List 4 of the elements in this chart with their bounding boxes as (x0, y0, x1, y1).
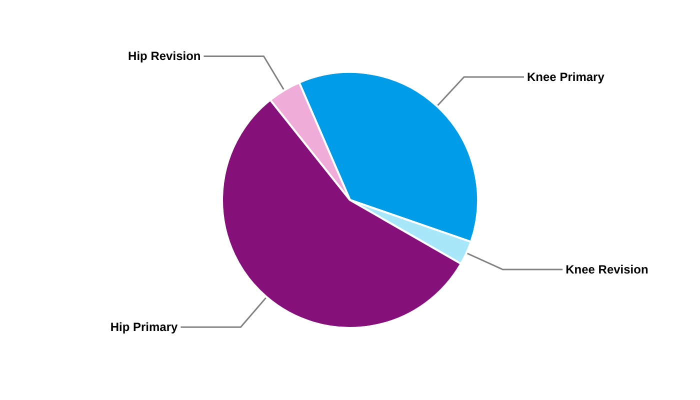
slice-label: Knee Revision (566, 262, 648, 276)
slice-label: Hip Revision (128, 49, 201, 64)
slice-label: Hip Primary (110, 320, 178, 334)
slice-label: Knee Primary (527, 70, 605, 84)
